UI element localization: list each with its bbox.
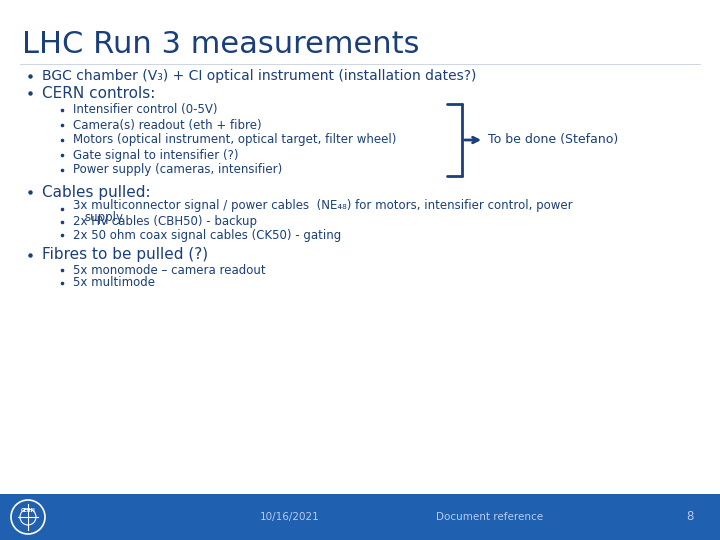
Text: CERN controls:: CERN controls: bbox=[42, 85, 156, 100]
Text: 8: 8 bbox=[686, 510, 693, 523]
Text: BGC chamber (V₃) + CI optical instrument (installation dates?): BGC chamber (V₃) + CI optical instrument… bbox=[42, 69, 477, 83]
Bar bbox=[0, 494, 720, 540]
Text: 2x HV cables (CBH50) - backup: 2x HV cables (CBH50) - backup bbox=[73, 215, 257, 228]
Text: 3x multiconnector signal / power cables  (NE₄₈) for motors, intensifier control,: 3x multiconnector signal / power cables … bbox=[73, 199, 572, 213]
Text: 10/16/2021: 10/16/2021 bbox=[260, 512, 320, 522]
Text: supply: supply bbox=[84, 211, 123, 224]
Text: Camera(s) readout (eth + fibre): Camera(s) readout (eth + fibre) bbox=[73, 118, 261, 132]
Text: Fibres to be pulled (?): Fibres to be pulled (?) bbox=[42, 247, 208, 262]
Text: Gate signal to intensifier (?): Gate signal to intensifier (?) bbox=[73, 148, 238, 161]
Text: Document reference: Document reference bbox=[436, 512, 544, 522]
Text: Cables pulled:: Cables pulled: bbox=[42, 185, 150, 199]
Text: 5x multimode: 5x multimode bbox=[73, 276, 155, 289]
Text: To be done (Stefano): To be done (Stefano) bbox=[488, 133, 618, 146]
Text: CERN: CERN bbox=[21, 509, 35, 514]
Text: 2x 50 ohm coax signal cables (CK50) - gating: 2x 50 ohm coax signal cables (CK50) - ga… bbox=[73, 228, 341, 241]
Text: Intensifier control (0-5V): Intensifier control (0-5V) bbox=[73, 104, 217, 117]
Text: Power supply (cameras, intensifier): Power supply (cameras, intensifier) bbox=[73, 164, 282, 177]
Text: LHC Run 3 measurements: LHC Run 3 measurements bbox=[22, 30, 420, 59]
Text: 5x monomode – camera readout: 5x monomode – camera readout bbox=[73, 264, 266, 276]
Text: Motors (optical instrument, optical target, filter wheel): Motors (optical instrument, optical targ… bbox=[73, 133, 397, 146]
